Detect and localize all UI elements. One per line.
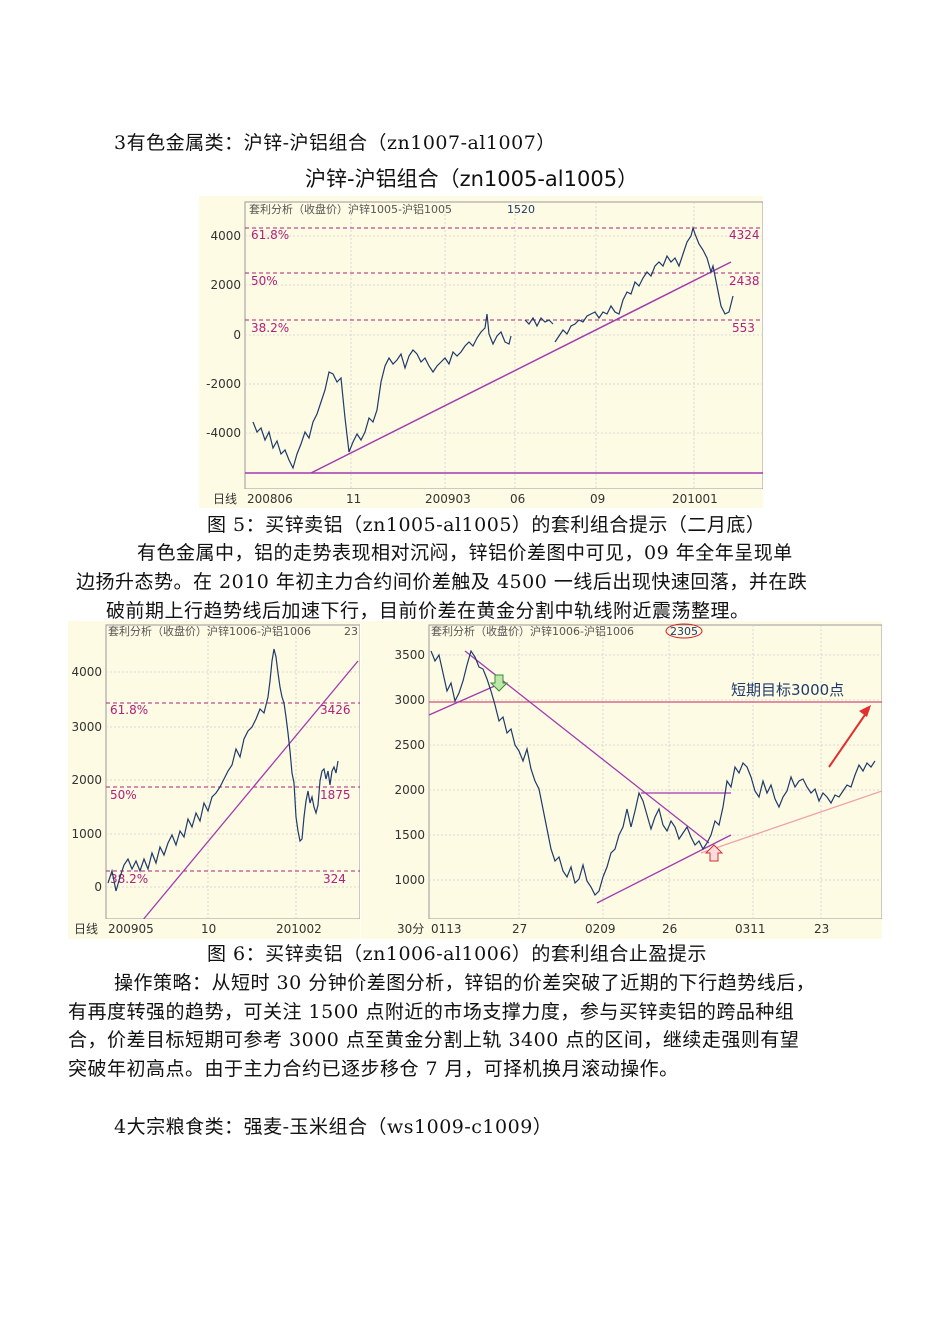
para2-line: 有再度转强的趋势，可关注 1500 点附近的市场支撑力度，参与买锌卖铝的跨品种组 (68, 1001, 795, 1023)
chart1-header: 套利分析（收盘价）沪锌1005-沪铝1005 (249, 202, 452, 216)
section3-heading: 3有色金属类：沪锌-沪铝组合（zn1007-al1007） (114, 132, 556, 154)
chart1-trend-line (310, 261, 732, 474)
chart3-ytick: 2000 (394, 783, 425, 797)
chart2-fib-value: 324 (323, 872, 346, 886)
chart2-figure: 套利分析（收盘价）沪锌1006-沪铝1006 23 4000 3000 2000… (68, 621, 360, 939)
down-arrow-icon (489, 674, 509, 692)
chart2-xtick: 200905 (108, 922, 154, 936)
chart2-fib-label: 38.2% (110, 872, 148, 886)
chart3-long-support-line (700, 790, 882, 854)
chart1-xtick: 09 (590, 492, 605, 506)
chart2-fib-value: 1875 (320, 788, 351, 802)
chart1-xtick: 200806 (247, 492, 293, 506)
chart2-ytick: 3000 (71, 720, 102, 734)
chart1-ytick: 0 (233, 328, 241, 342)
chart3-ytick: 1000 (394, 873, 425, 887)
chart1-fib-label: 61.8% (251, 228, 289, 242)
para1-line: 有色金属中，铝的走势表现相对沉闷，锌铝价差图中可见，09 年全年呈现单 (137, 542, 793, 564)
chart3-xtick: 23 (814, 922, 829, 936)
chart3-header-value-highlight (665, 623, 703, 639)
up-arrow-icon (704, 844, 724, 862)
chart3-price-line (430, 649, 876, 897)
chart1-xtick: 200903 (425, 492, 471, 506)
chart2-header-value: 23 (344, 625, 358, 638)
chart2-ytick: 2000 (71, 773, 102, 787)
chart1-xtick: 06 (510, 492, 525, 506)
fig5-caption: 图 5：买锌卖铝（zn1005-al1005）的套利组合提示（二月底） (207, 514, 766, 536)
chart1-fib-value: 4324 (729, 228, 760, 242)
chart3-header: 套利分析（收盘价）沪锌1006-沪铝1006 (431, 624, 634, 638)
chart1-fib-label: 38.2% (251, 321, 289, 335)
chart3-ytick: 3500 (394, 648, 425, 662)
chart1-ytick: -2000 (206, 377, 241, 391)
chart3-xtick: 0311 (735, 922, 766, 936)
chart1-fib-value: 2438 (729, 274, 760, 288)
chart3-xtick: 26 (662, 922, 677, 936)
chart3-support-line (596, 834, 732, 904)
chart2-ytick: 0 (94, 880, 102, 894)
chart1-fib-label: 50% (251, 274, 278, 288)
chart2-fib-label: 61.8% (110, 703, 148, 717)
chart3-header-value: 2305 (670, 625, 698, 638)
chart3-xtick: 27 (512, 922, 527, 936)
target-arrow-icon (828, 708, 870, 768)
chart3-ytick: 2500 (394, 738, 425, 752)
chart2-x-axis-name: 日线 (74, 922, 98, 936)
chart3-x-axis-name: 30分 (397, 922, 424, 936)
chart1-figure: 套利分析（收盘价）沪锌1005-沪铝1005 1520 4000 2000 0 … (199, 196, 763, 508)
chart2-xtick: 201002 (276, 922, 322, 936)
chart3-ytick: 3000 (394, 693, 425, 707)
para1-line: 破前期上行趋势线后加速下行，目前价差在黄金分割中轨线附近震荡整理。 (106, 600, 750, 622)
section4-heading: 4大宗粮食类：强麦-玉米组合（ws1009-c1009） (114, 1116, 553, 1138)
chart3-target-label: 短期目标3000点 (731, 681, 844, 699)
chart2-xtick: 10 (201, 922, 216, 936)
chart3-figure: 套利分析（收盘价）沪锌1006-沪铝1006 2305 3500 3000 25… (361, 621, 882, 939)
chart1-xtick: 201001 (672, 492, 718, 506)
chart1-title: 沪锌-沪铝组合（zn1005-al1005） (305, 167, 639, 191)
chart1-ytick: 4000 (210, 229, 241, 243)
chart2-fib-value: 3426 (320, 703, 351, 717)
chart1-ytick: 2000 (210, 278, 241, 292)
fig6-caption: 图 6：买锌卖铝（zn1006-al1006）的套利组合止盈提示 (207, 943, 707, 965)
chart1-last-value: 1520 (507, 203, 535, 216)
chart1-xtick: 11 (346, 492, 361, 506)
para2-line: 合，价差目标短期可参考 3000 点至黄金分割上轨 3400 点的区间，继续走强… (68, 1029, 800, 1051)
para2-line: 突破年初高点。由于主力合约已逐步移仓 7 月，可择机换月滚动操作。 (68, 1058, 679, 1080)
chart3-xtick: 0113 (431, 922, 462, 936)
chart1-x-axis-name: 日线 (213, 492, 237, 506)
chart1-fib-value: 553 (732, 321, 755, 335)
chart1-price-line (252, 313, 512, 470)
chart2-trend-line (141, 660, 359, 922)
chart3-xtick: 0209 (585, 922, 616, 936)
chart3-resistance-line (428, 684, 498, 716)
chart2-ytick: 4000 (71, 665, 102, 679)
chart2-header: 套利分析（收盘价）沪锌1006-沪铝1006 (108, 624, 311, 638)
chart1-ytick: -4000 (206, 426, 241, 440)
chart2-ytick: 1000 (71, 827, 102, 841)
chart2-price-line (107, 648, 339, 892)
chart3-ytick: 1500 (394, 828, 425, 842)
para2-line: 操作策略：从短时 30 分钟价差图分析，锌铝的价差突破了近期的下行趋势线后， (114, 972, 816, 994)
para1-line: 边扬升态势。在 2010 年初主力合约间价差触及 4500 一线后出现快速回落，… (76, 571, 808, 593)
chart2-fib-label: 50% (110, 788, 137, 802)
